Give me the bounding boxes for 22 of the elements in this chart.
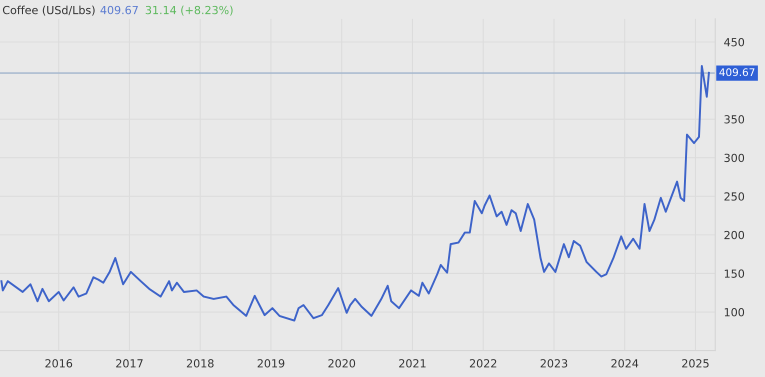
y-tick-label: 200 [724, 230, 744, 240]
x-tick-label: 2019 [258, 359, 284, 368]
text: 31.14 (+8.23%) [146, 6, 233, 16]
x-tick-label: 2017 [116, 359, 143, 368]
x-tick-label: 2025 [682, 359, 709, 368]
y-tick-label: 350 [724, 115, 744, 124]
x-tick-label: 2018 [186, 359, 214, 368]
line-series [0, 64, 710, 322]
y-tick-label: 100 [724, 308, 744, 316]
ref-line-label: 409.67 [719, 68, 754, 76]
y-tick-label: 250 [724, 192, 744, 201]
x-tick-label: 2024 [611, 359, 638, 368]
x-tick-label: 2016 [45, 359, 72, 368]
x-tick-label: 2021 [399, 359, 426, 368]
y-tick-label: 450 [724, 38, 744, 46]
x-tick-label: 2020 [328, 359, 356, 368]
x-tick-label: 2023 [540, 359, 568, 368]
text: 409.67 [100, 6, 138, 14]
chart-title: Coffee (USd/Lbs) [2, 6, 95, 16]
y-tick-label: 300 [724, 154, 744, 162]
x-tick-label: 2022 [470, 359, 496, 368]
y-tick-label: 150 [724, 269, 744, 278]
